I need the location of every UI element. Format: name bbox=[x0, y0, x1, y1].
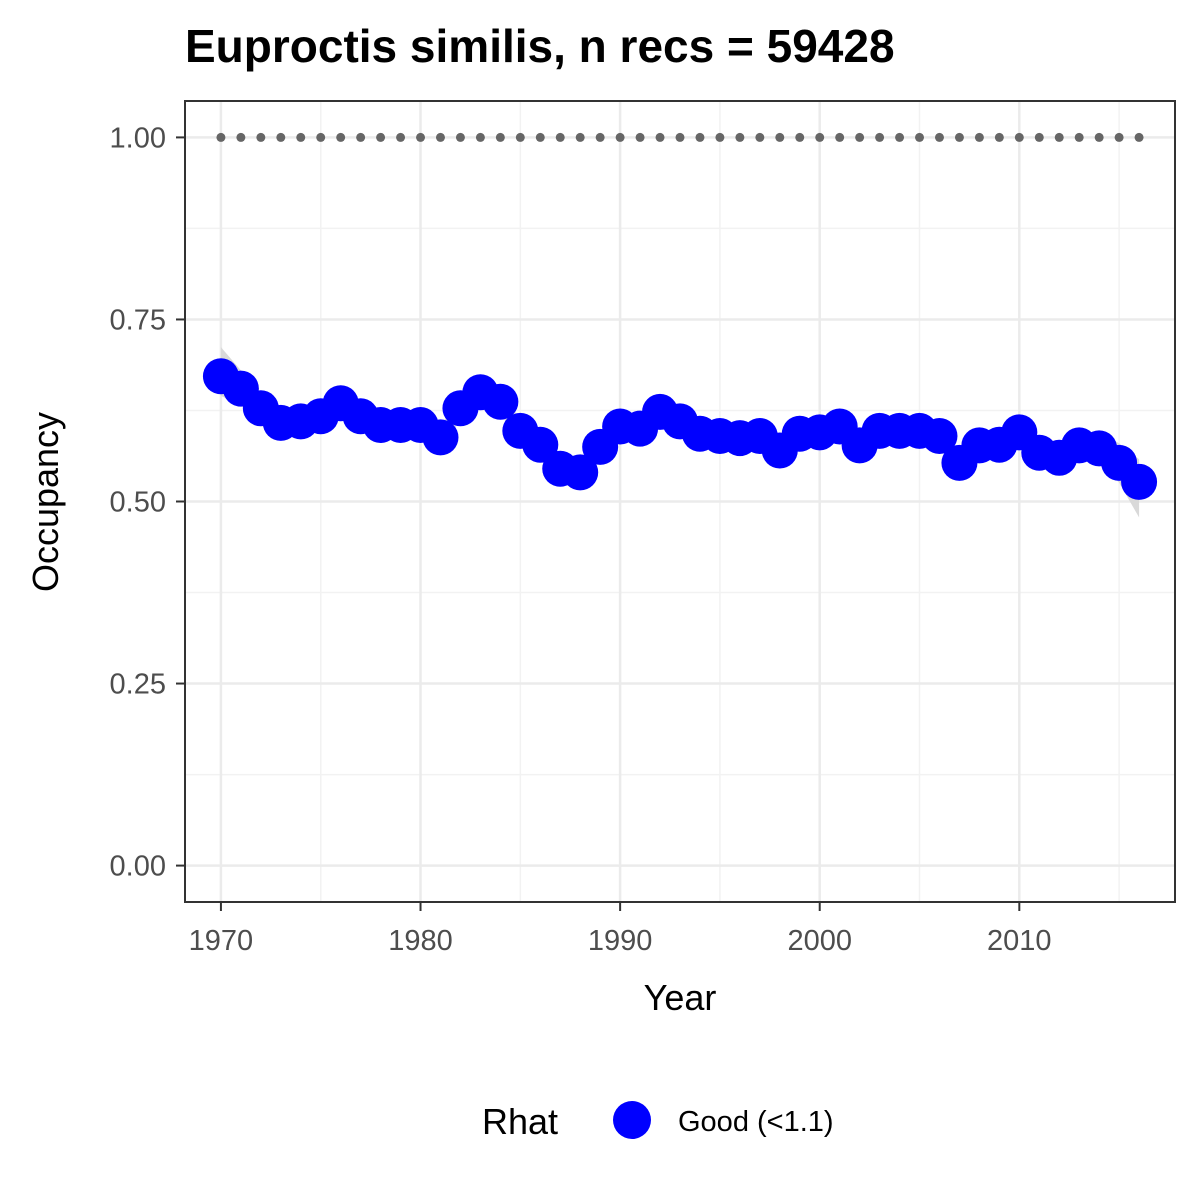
reference-dot bbox=[336, 132, 346, 142]
plot-panel bbox=[184, 100, 1176, 903]
reference-dot bbox=[875, 132, 885, 142]
reference-dot bbox=[515, 132, 525, 142]
chart-title: Euproctis similis, n recs = 59428 bbox=[185, 20, 895, 72]
occupancy-points bbox=[202, 358, 1158, 500]
reference-dot bbox=[1094, 132, 1104, 142]
reference-dot bbox=[715, 132, 725, 142]
x-tick-label: 2010 bbox=[987, 925, 1052, 957]
y-tick-label: 0.75 bbox=[110, 304, 166, 336]
reference-dot bbox=[1034, 132, 1044, 142]
reference-dot bbox=[535, 132, 545, 142]
y-tick-label: 0.00 bbox=[110, 851, 166, 883]
reference-dot bbox=[934, 132, 944, 142]
x-axis: 1970 1980 1990 2000 2010 bbox=[189, 902, 1052, 957]
x-tick-label: 1990 bbox=[588, 925, 653, 957]
reference-dot bbox=[555, 132, 565, 142]
reference-dot bbox=[1114, 132, 1124, 142]
reference-dot bbox=[695, 132, 705, 142]
legend-label-good: Good (<1.1) bbox=[678, 1106, 834, 1138]
data-point bbox=[1121, 463, 1158, 500]
reference-dot bbox=[256, 132, 266, 142]
reference-dot bbox=[915, 132, 925, 142]
reference-dot bbox=[495, 132, 505, 142]
reference-dot bbox=[455, 132, 465, 142]
reference-dot bbox=[635, 132, 645, 142]
reference-dot bbox=[416, 132, 426, 142]
x-tick-label: 1980 bbox=[388, 925, 453, 957]
reference-dot bbox=[316, 132, 326, 142]
reference-dot bbox=[356, 132, 366, 142]
reference-dot bbox=[435, 132, 445, 142]
legend: Rhat Good (<1.1) bbox=[482, 1101, 834, 1142]
y-tick-label: 0.50 bbox=[110, 487, 166, 519]
reference-dot bbox=[276, 132, 286, 142]
x-axis-title: Year bbox=[644, 977, 717, 1018]
reference-dot bbox=[795, 132, 805, 142]
reference-dot bbox=[755, 132, 765, 142]
reference-dot bbox=[376, 132, 386, 142]
data-point bbox=[482, 383, 519, 420]
reference-dot bbox=[835, 132, 845, 142]
reference-dot bbox=[216, 132, 226, 142]
reference-dot bbox=[974, 132, 984, 142]
reference-dot bbox=[1074, 132, 1084, 142]
reference-dot bbox=[775, 132, 785, 142]
data-point bbox=[522, 426, 559, 463]
x-tick-label: 2000 bbox=[787, 925, 852, 957]
reference-dot bbox=[1054, 132, 1064, 142]
x-tick-label: 1970 bbox=[189, 925, 254, 957]
reference-dot bbox=[1134, 132, 1144, 142]
reference-dot bbox=[1014, 132, 1024, 142]
reference-dot bbox=[655, 132, 665, 142]
reference-dot bbox=[236, 132, 246, 142]
legend-key-good bbox=[613, 1101, 651, 1139]
reference-dot bbox=[675, 132, 685, 142]
reference-dot bbox=[296, 132, 306, 142]
reference-dot bbox=[855, 132, 865, 142]
y-tick-label: 1.00 bbox=[110, 122, 166, 154]
legend-title: Rhat bbox=[482, 1101, 558, 1142]
reference-dot bbox=[396, 132, 406, 142]
data-point bbox=[562, 454, 599, 491]
reference-dot bbox=[475, 132, 485, 142]
reference-dot bbox=[895, 132, 905, 142]
reference-dot bbox=[595, 132, 605, 142]
reference-dot bbox=[815, 132, 825, 142]
reference-dot bbox=[575, 132, 585, 142]
data-point bbox=[921, 417, 958, 454]
reference-dot bbox=[615, 132, 625, 142]
reference-dot bbox=[954, 132, 964, 142]
reference-dot bbox=[994, 132, 1004, 142]
y-tick-label: 0.25 bbox=[110, 669, 166, 701]
data-point bbox=[422, 419, 459, 456]
reference-line bbox=[216, 132, 1144, 142]
y-axis-title: Occupancy bbox=[25, 412, 66, 592]
y-axis: 0.00 0.25 0.50 0.75 1.00 bbox=[110, 122, 185, 883]
reference-dot bbox=[735, 132, 745, 142]
